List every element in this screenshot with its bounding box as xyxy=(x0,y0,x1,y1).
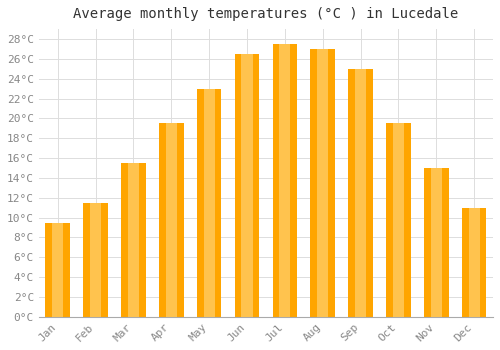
Bar xyxy=(84,203,108,317)
Bar xyxy=(393,123,404,317)
Bar xyxy=(242,54,252,317)
Bar xyxy=(468,208,479,317)
Bar xyxy=(90,203,101,317)
Bar xyxy=(317,49,328,317)
Bar xyxy=(234,54,260,317)
Bar xyxy=(46,223,70,317)
Bar xyxy=(159,123,184,317)
Bar xyxy=(272,44,297,317)
Bar xyxy=(52,223,64,317)
Bar xyxy=(430,168,442,317)
Bar xyxy=(280,44,290,317)
Bar xyxy=(386,123,410,317)
Bar xyxy=(166,123,177,317)
Bar xyxy=(197,89,222,317)
Bar xyxy=(204,89,214,317)
Bar xyxy=(121,163,146,317)
Bar xyxy=(355,69,366,317)
Bar xyxy=(310,49,335,317)
Bar xyxy=(348,69,373,317)
Title: Average monthly temperatures (°C ) in Lucedale: Average monthly temperatures (°C ) in Lu… xyxy=(74,7,458,21)
Bar xyxy=(128,163,139,317)
Bar xyxy=(462,208,486,317)
Bar xyxy=(424,168,448,317)
